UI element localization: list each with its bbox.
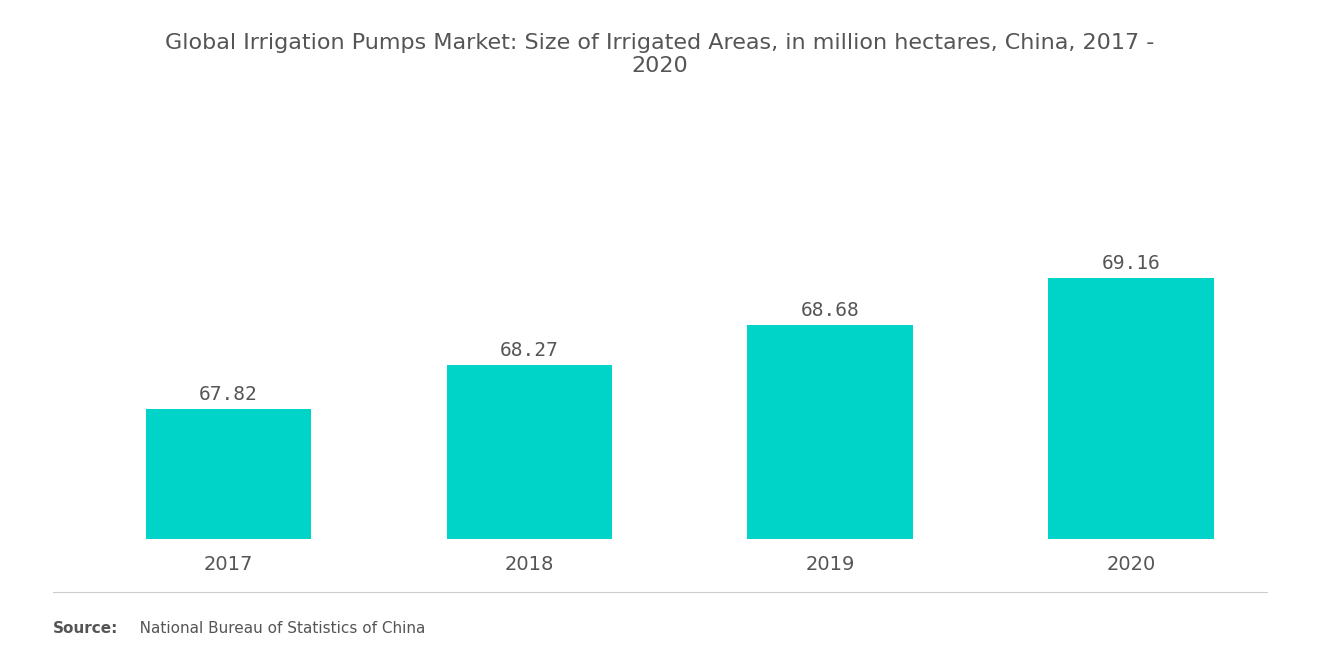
Bar (1048, 278, 1214, 665)
Text: 68.27: 68.27 (500, 341, 558, 360)
Bar (747, 325, 913, 665)
Bar (446, 365, 612, 665)
Text: 67.82: 67.82 (199, 385, 257, 404)
Text: National Bureau of Statistics of China: National Bureau of Statistics of China (125, 621, 426, 636)
Text: 69.16: 69.16 (1102, 254, 1160, 273)
Bar (145, 409, 312, 665)
Text: Source:: Source: (53, 621, 119, 636)
Text: 68.68: 68.68 (801, 301, 859, 320)
Text: Global Irrigation Pumps Market: Size of Irrigated Areas, in million hectares, Ch: Global Irrigation Pumps Market: Size of … (165, 33, 1155, 76)
